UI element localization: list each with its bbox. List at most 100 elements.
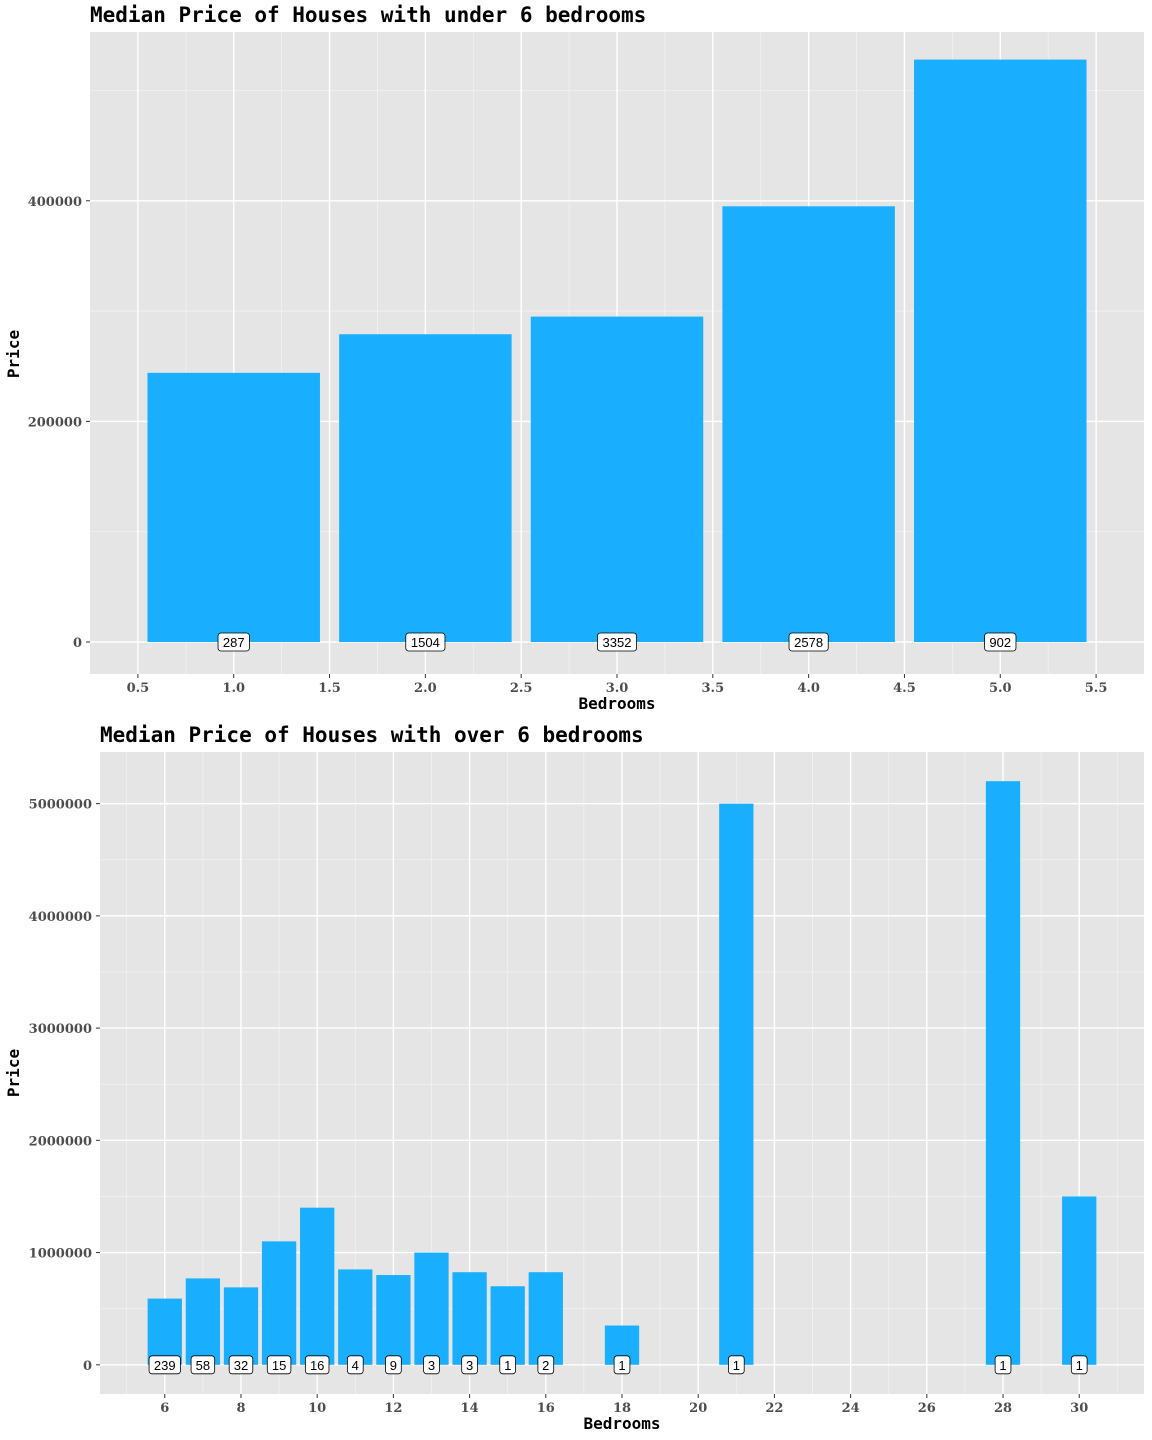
count-label: 287 xyxy=(223,635,245,650)
x-ticks-under-6: 0.5 1.0 1.5 2.0 2.5 3.0 3.5 4.0 4.5 5.0 5.5 xyxy=(127,674,1108,696)
count-label-box xyxy=(461,1355,478,1375)
x-tick-label: 3.5 xyxy=(702,681,725,696)
count-label-box xyxy=(385,1355,402,1375)
count-label: 239 xyxy=(154,1358,176,1373)
count-label: 9 xyxy=(390,1358,397,1373)
count-label-box xyxy=(228,1355,254,1375)
bar xyxy=(985,781,1021,1365)
y-tick-label: 400000 xyxy=(28,195,82,210)
bar xyxy=(452,1272,487,1365)
x-ticks-over-6: 6 8 10 12 14 16 18 20 22 24 26 28 30 xyxy=(160,1394,1088,1416)
y-tick-label: 1000000 xyxy=(29,1247,92,1262)
count-label-box xyxy=(597,632,638,652)
bar xyxy=(147,1298,182,1365)
x-tick-label: 18 xyxy=(613,1401,631,1416)
bar xyxy=(300,1207,335,1365)
x-tick-label: 2.5 xyxy=(510,681,533,696)
count-label-box xyxy=(984,632,1017,652)
y-tick-label: 200000 xyxy=(28,415,82,430)
y-axis-title-under-6: Price xyxy=(4,330,23,378)
bars-under-6 xyxy=(147,59,1087,643)
count-label-box xyxy=(613,1355,631,1375)
x-tick-label: 16 xyxy=(537,1401,555,1416)
count-labels-over-6: 239 58 32 15 16 4 9 3 3 1 2 1 1 1 1 xyxy=(148,1355,1088,1375)
chart-title-under-6: Median Price of Houses with under 6 bedr… xyxy=(90,3,646,27)
x-tick-label: 6 xyxy=(160,1401,169,1416)
count-label-box xyxy=(266,1355,292,1375)
count-label-box xyxy=(190,1355,216,1375)
bar xyxy=(528,1272,563,1365)
count-label: 1 xyxy=(733,1358,740,1373)
count-labels-under-6: 287 1504 3352 2578 902 xyxy=(217,632,1017,652)
y-tick-label: 3000000 xyxy=(29,1022,92,1037)
count-label: 1 xyxy=(618,1358,625,1373)
x-tick-label: 5.5 xyxy=(1085,681,1108,696)
x-tick-label: 24 xyxy=(842,1401,860,1416)
count-label-box xyxy=(537,1355,555,1375)
bar xyxy=(376,1275,411,1365)
y-tick-label: 5000000 xyxy=(29,798,92,813)
y-axis-title-over-6: Price xyxy=(4,1049,23,1097)
x-tick-label: 28 xyxy=(994,1401,1012,1416)
count-label: 58 xyxy=(196,1358,210,1373)
count-label: 3352 xyxy=(603,635,632,650)
x-tick-label: 12 xyxy=(384,1401,402,1416)
count-label: 15 xyxy=(272,1358,286,1373)
count-label: 1 xyxy=(504,1358,511,1373)
bar xyxy=(338,1269,373,1365)
count-label: 3 xyxy=(466,1358,473,1373)
count-label: 1 xyxy=(1076,1358,1083,1373)
bar xyxy=(414,1252,449,1365)
chart-title-over-6: Median Price of Houses with over 6 bedro… xyxy=(100,723,644,747)
count-label-box xyxy=(304,1355,330,1375)
x-tick-label: 0.5 xyxy=(127,681,150,696)
x-tick-label: 2.0 xyxy=(414,681,437,696)
count-label: 1 xyxy=(999,1358,1006,1373)
x-tick-label: 1.0 xyxy=(222,681,245,696)
y-tick-label: 0 xyxy=(73,636,82,651)
count-label: 32 xyxy=(234,1358,248,1373)
bar xyxy=(530,316,704,643)
count-label-box xyxy=(499,1355,516,1375)
bar xyxy=(339,334,512,643)
count-label-box xyxy=(148,1355,181,1375)
count-label-box xyxy=(1070,1355,1088,1375)
x-tick-label: 8 xyxy=(236,1401,245,1416)
count-label-box xyxy=(217,632,250,652)
bar xyxy=(1062,1196,1097,1365)
x-tick-label: 5.0 xyxy=(989,681,1012,696)
count-label-box xyxy=(994,1355,1012,1375)
bar xyxy=(722,206,895,643)
x-tick-label: 30 xyxy=(1070,1401,1088,1416)
count-label: 1504 xyxy=(411,635,440,650)
count-label-box xyxy=(423,1355,440,1375)
x-tick-label: 3.0 xyxy=(606,681,629,696)
bar xyxy=(914,59,1087,643)
x-axis-title-under-6: Bedrooms xyxy=(578,694,655,713)
x-tick-label: 1.5 xyxy=(318,681,341,696)
count-label: 902 xyxy=(989,635,1011,650)
x-tick-label: 22 xyxy=(765,1401,783,1416)
count-label-box xyxy=(728,1355,745,1375)
bar xyxy=(719,803,754,1365)
count-label-box xyxy=(405,632,446,652)
count-label-box xyxy=(346,1355,364,1375)
x-tick-label: 20 xyxy=(689,1401,707,1416)
count-label-box xyxy=(788,632,829,652)
count-label: 3 xyxy=(428,1358,435,1373)
y-tick-label: 4000000 xyxy=(29,910,92,925)
count-label: 4 xyxy=(352,1358,359,1373)
chart-panel-over-6: Median Price of Houses with over 6 bedro… xyxy=(4,723,1144,1433)
bar xyxy=(147,372,320,643)
count-label: 2578 xyxy=(794,635,823,650)
x-tick-label: 26 xyxy=(918,1401,936,1416)
count-label: 2 xyxy=(542,1358,549,1373)
y-tick-label: 2000000 xyxy=(29,1134,92,1149)
chart-panel-under-6: Median Price of Houses with under 6 bedr… xyxy=(4,3,1144,713)
count-label: 16 xyxy=(310,1358,324,1373)
y-ticks-under-6: 0 200000 400000 xyxy=(28,195,90,651)
x-tick-label: 4.0 xyxy=(797,681,820,696)
bars-over-6 xyxy=(147,781,1097,1365)
y-ticks-over-6: 0 1000000 2000000 3000000 4000000 5000000 xyxy=(29,798,100,1374)
